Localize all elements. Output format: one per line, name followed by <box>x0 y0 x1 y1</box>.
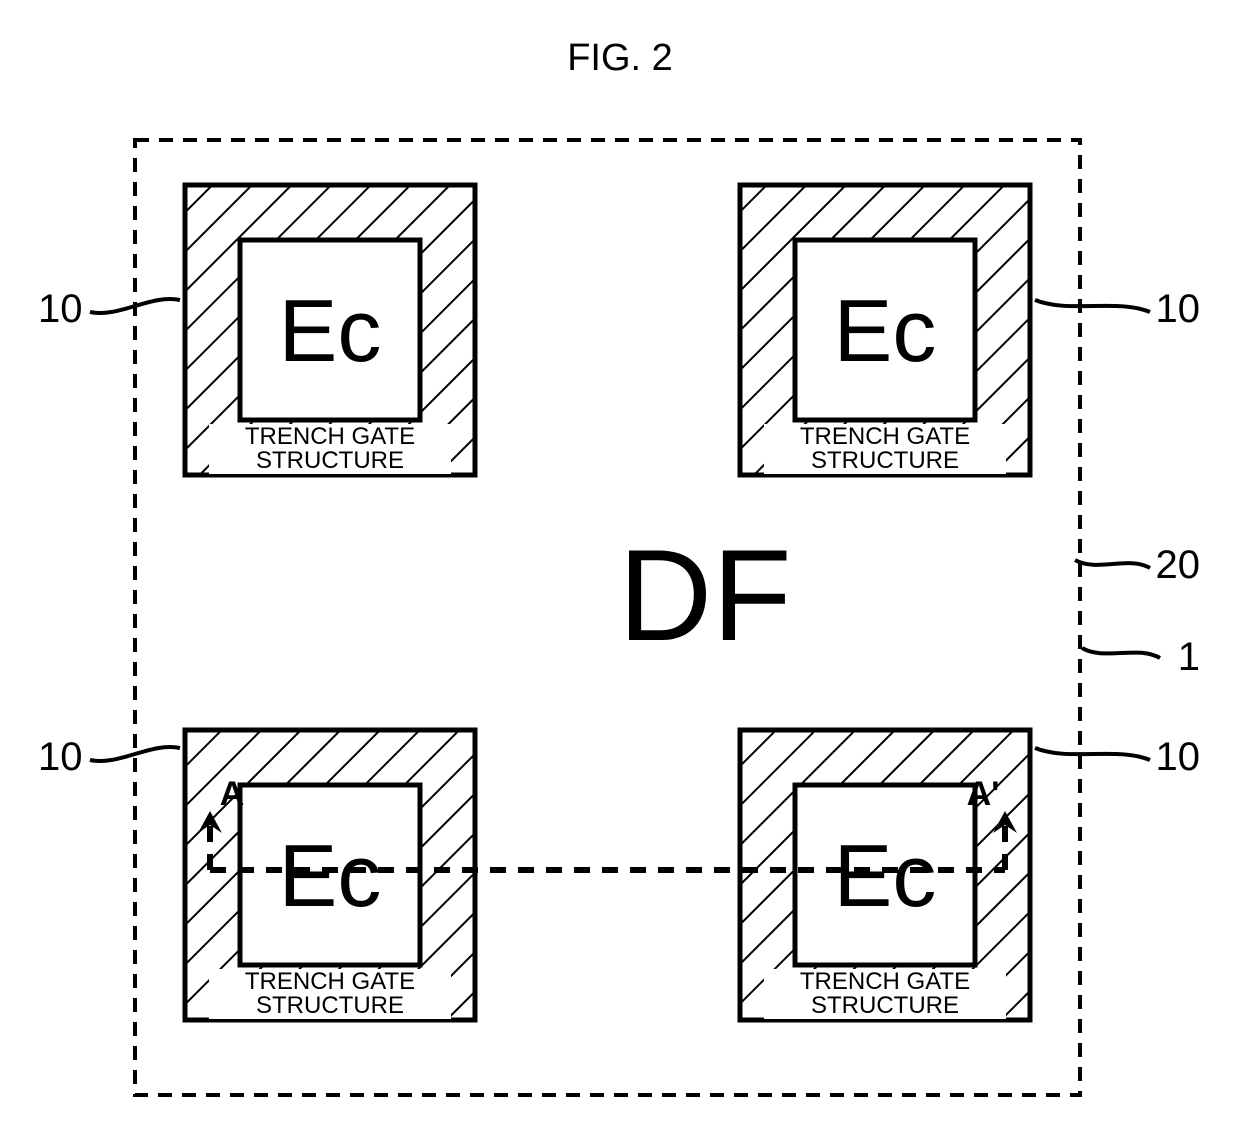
ref-number: 10 <box>1156 735 1201 779</box>
trench-gate-block-bl: Ec TRENCH GATESTRUCTURE <box>185 730 475 1020</box>
ec-label: Ec <box>279 826 382 925</box>
section-label-a: A <box>220 775 245 813</box>
ec-label: Ec <box>834 826 937 925</box>
trench-gate-block-tl: Ec TRENCH GATESTRUCTURE <box>185 185 475 475</box>
block-caption-line2: STRUCTURE <box>811 992 959 1019</box>
df-label: DF <box>618 522 791 668</box>
ec-label: Ec <box>279 281 382 380</box>
figure-title: FIG. 2 <box>567 37 673 79</box>
block-caption-line2: STRUCTURE <box>256 447 404 474</box>
trench-gate-block-tr: Ec TRENCH GATESTRUCTURE <box>740 185 1030 475</box>
trench-gate-block-br: Ec TRENCH GATESTRUCTURE <box>740 730 1030 1020</box>
block-caption-line1: TRENCH GATE <box>800 423 970 450</box>
ref-number: 10 <box>1156 287 1201 331</box>
ref-number: 10 <box>38 735 83 779</box>
section-label-a-prime: A' <box>967 775 1000 813</box>
ref-number: 10 <box>38 287 83 331</box>
ref-number: 1 <box>1178 635 1200 679</box>
block-caption-line1: TRENCH GATE <box>245 423 415 450</box>
block-caption-line2: STRUCTURE <box>256 992 404 1019</box>
block-caption-line1: TRENCH GATE <box>245 968 415 995</box>
ec-label: Ec <box>834 281 937 380</box>
block-caption-line1: TRENCH GATE <box>800 968 970 995</box>
block-caption-line2: STRUCTURE <box>811 447 959 474</box>
ref-number: 20 <box>1156 543 1201 587</box>
